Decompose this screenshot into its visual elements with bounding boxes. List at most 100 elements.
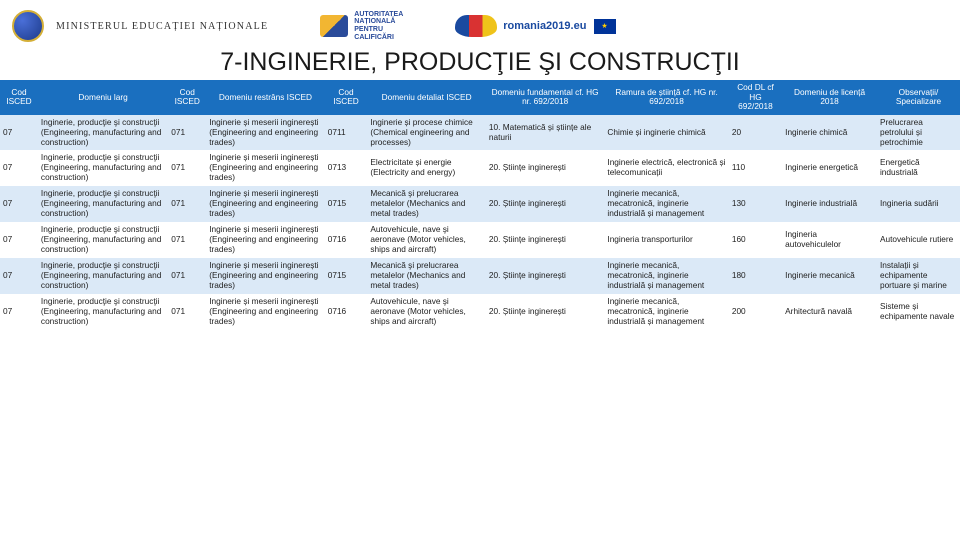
cell-c2: Inginerie, producţie şi construcţii (Eng… bbox=[38, 186, 168, 222]
cell-c2: Inginerie, producţie şi construcţii (Eng… bbox=[38, 258, 168, 294]
classification-table: Cod ISCED Domeniu larg Cod ISCED Domeniu… bbox=[0, 80, 960, 330]
cell-c8: Inginerie mecanică, mecatronică, inginer… bbox=[604, 258, 728, 294]
cell-c11: Instalații și echipamente portuare și ma… bbox=[877, 258, 960, 294]
cell-c9: 180 bbox=[729, 258, 782, 294]
cell-c1: 07 bbox=[0, 115, 38, 151]
cell-c7: 20. Științe inginerești bbox=[486, 150, 605, 186]
cell-c4: Inginerie și meserii inginerești (Engine… bbox=[206, 258, 325, 294]
cell-c4: Inginerie și meserii inginerești (Engine… bbox=[206, 222, 325, 258]
cell-c4: Inginerie și meserii inginerești (Engine… bbox=[206, 115, 325, 151]
table-row: 07Inginerie, producţie şi construcţii (E… bbox=[0, 294, 960, 330]
ministry-name: MINISTERUL EDUCAȚIEI NAȚIONALE bbox=[56, 21, 268, 32]
cell-c1: 07 bbox=[0, 186, 38, 222]
cell-c3: 071 bbox=[168, 258, 206, 294]
cell-c4: Inginerie și meserii inginerești (Engine… bbox=[206, 150, 325, 186]
anc-text: AUTORITATEA NAȚIONALĂ PENTRU CALIFICĂRI bbox=[354, 11, 403, 42]
th-cod-isced-2: Cod ISCED bbox=[168, 80, 206, 115]
cell-c1: 07 bbox=[0, 258, 38, 294]
th-cod-dl: Cod DL cf HG 692/2018 bbox=[729, 80, 782, 115]
ro2019-swoosh-icon bbox=[455, 15, 497, 37]
cell-c2: Inginerie, producţie şi construcţii (Eng… bbox=[38, 222, 168, 258]
table-row: 07Inginerie, producţie şi construcţii (E… bbox=[0, 115, 960, 151]
cell-c7: 20. Științe inginerești bbox=[486, 294, 605, 330]
cell-c1: 07 bbox=[0, 222, 38, 258]
romania2019-block: romania2019.eu bbox=[455, 15, 616, 37]
cell-c1: 07 bbox=[0, 150, 38, 186]
eu-flag-icon bbox=[594, 19, 616, 34]
cell-c9: 200 bbox=[729, 294, 782, 330]
cell-c4: Inginerie și meserii inginerești (Engine… bbox=[206, 294, 325, 330]
cell-c8: Inginerie electrică, electronică și tele… bbox=[604, 150, 728, 186]
cell-c9: 160 bbox=[729, 222, 782, 258]
th-ramura: Ramura de știință cf. HG nr. 692/2018 bbox=[604, 80, 728, 115]
cell-c10: Ingineria autovehiculelor bbox=[782, 222, 877, 258]
cell-c10: Arhitectură navală bbox=[782, 294, 877, 330]
cell-c3: 071 bbox=[168, 222, 206, 258]
table-row: 07Inginerie, producţie şi construcţii (E… bbox=[0, 150, 960, 186]
cell-c6: Inginerie și procese chimice (Chemical e… bbox=[367, 115, 486, 151]
table-body: 07Inginerie, producţie şi construcţii (E… bbox=[0, 115, 960, 330]
cell-c11: Sisteme și echipamente navale bbox=[877, 294, 960, 330]
cell-c8: Chimie și inginerie chimică bbox=[604, 115, 728, 151]
table-head: Cod ISCED Domeniu larg Cod ISCED Domeniu… bbox=[0, 80, 960, 115]
logo-strip: MINISTERUL EDUCAȚIEI NAȚIONALE AUTORITAT… bbox=[0, 0, 960, 48]
cell-c3: 071 bbox=[168, 115, 206, 151]
cell-c6: Mecanică şi prelucrarea metalelor (Mecha… bbox=[367, 258, 486, 294]
cell-c5: 0715 bbox=[325, 186, 368, 222]
cell-c9: 130 bbox=[729, 186, 782, 222]
anc-l3: PENTRU bbox=[354, 26, 403, 34]
cell-c3: 071 bbox=[168, 186, 206, 222]
cell-c5: 0716 bbox=[325, 222, 368, 258]
ro2019-text: romania2019.eu bbox=[503, 20, 586, 32]
cell-c8: Inginerie mecanică, mecatronică, inginer… bbox=[604, 294, 728, 330]
cell-c10: Inginerie energetică bbox=[782, 150, 877, 186]
cell-c2: Inginerie, producţie şi construcţii (Eng… bbox=[38, 150, 168, 186]
cell-c3: 071 bbox=[168, 294, 206, 330]
th-domeniu-detaliat: Domeniu detaliat ISCED bbox=[367, 80, 486, 115]
cell-c11: Energetică industrială bbox=[877, 150, 960, 186]
cell-c8: Ingineria transporturilor bbox=[604, 222, 728, 258]
th-domeniu-licenta: Domeniu de licență 2018 bbox=[782, 80, 877, 115]
th-observatii: Observații/ Specializare bbox=[877, 80, 960, 115]
cell-c6: Autovehicule, nave şi aeronave (Motor ve… bbox=[367, 222, 486, 258]
cell-c5: 0713 bbox=[325, 150, 368, 186]
th-domeniu-fundamental: Domeniu fundamental cf. HG nr. 692/2018 bbox=[486, 80, 605, 115]
cell-c5: 0715 bbox=[325, 258, 368, 294]
cell-c1: 07 bbox=[0, 294, 38, 330]
cell-c5: 0716 bbox=[325, 294, 368, 330]
cell-c10: Inginerie industrială bbox=[782, 186, 877, 222]
th-cod-isced-3: Cod ISCED bbox=[325, 80, 368, 115]
table-row: 07Inginerie, producţie şi construcţii (E… bbox=[0, 222, 960, 258]
cell-c11: Ingineria sudării bbox=[877, 186, 960, 222]
cell-c10: Inginerie chimică bbox=[782, 115, 877, 151]
cell-c5: 0711 bbox=[325, 115, 368, 151]
cell-c7: 10. Matematică și științe ale naturii bbox=[486, 115, 605, 151]
cell-c9: 20 bbox=[729, 115, 782, 151]
anc-icon bbox=[320, 15, 348, 37]
cell-c3: 071 bbox=[168, 150, 206, 186]
anc-l2: NAȚIONALĂ bbox=[354, 18, 403, 26]
cell-c7: 20. Științe inginerești bbox=[486, 258, 605, 294]
cell-c4: Inginerie și meserii inginerești (Engine… bbox=[206, 186, 325, 222]
cell-c6: Autovehicule, nave şi aeronave (Motor ve… bbox=[367, 294, 486, 330]
th-domeniu-larg: Domeniu larg bbox=[38, 80, 168, 115]
cell-c2: Inginerie, producţie şi construcţii (Eng… bbox=[38, 294, 168, 330]
cell-c2: Inginerie, producţie şi construcţii (Eng… bbox=[38, 115, 168, 151]
page-title: 7-INGINERIE, PRODUCŢIE ŞI CONSTRUCŢII bbox=[0, 48, 960, 77]
anc-logo-block: AUTORITATEA NAȚIONALĂ PENTRU CALIFICĂRI bbox=[320, 11, 403, 42]
cell-c9: 110 bbox=[729, 150, 782, 186]
th-domeniu-restrans: Domeniu restrâns ISCED bbox=[206, 80, 325, 115]
cell-c10: Inginerie mecanică bbox=[782, 258, 877, 294]
gov-coat-of-arms-icon bbox=[12, 10, 44, 42]
cell-c6: Mecanică şi prelucrarea metalelor (Mecha… bbox=[367, 186, 486, 222]
anc-l4: CALIFICĂRI bbox=[354, 34, 403, 42]
cell-c11: Prelucrarea petrolului și petrochimie bbox=[877, 115, 960, 151]
cell-c7: 20. Științe inginerești bbox=[486, 186, 605, 222]
table-row: 07Inginerie, producţie şi construcţii (E… bbox=[0, 186, 960, 222]
cell-c8: Inginerie mecanică, mecatronică, inginer… bbox=[604, 186, 728, 222]
th-cod-isced-1: Cod ISCED bbox=[0, 80, 38, 115]
table-row: 07Inginerie, producţie şi construcţii (E… bbox=[0, 258, 960, 294]
cell-c6: Electricitate și energie (Electricity an… bbox=[367, 150, 486, 186]
cell-c11: Autovehicule rutiere bbox=[877, 222, 960, 258]
cell-c7: 20. Științe inginerești bbox=[486, 222, 605, 258]
